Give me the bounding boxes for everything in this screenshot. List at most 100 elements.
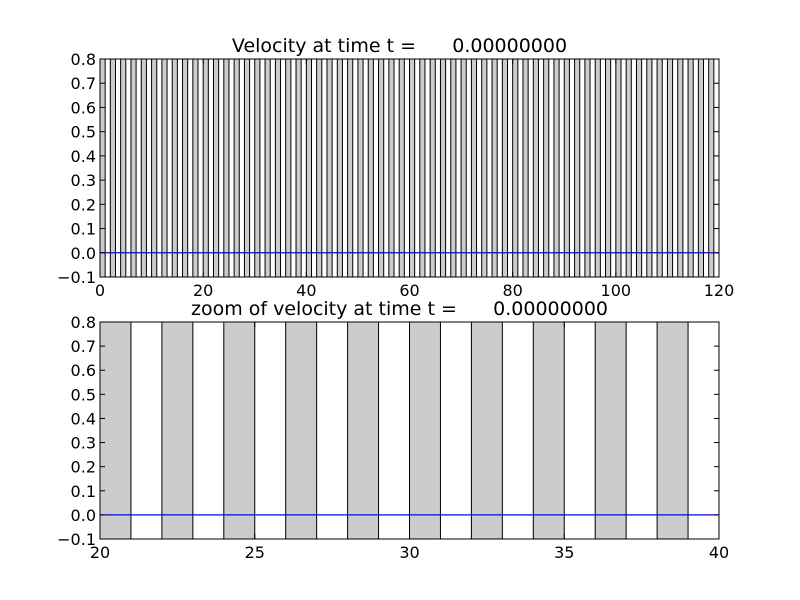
velocity-band: [223, 58, 230, 278]
velocity-band: [697, 58, 705, 278]
zoom-y-tick-label: 0.8: [71, 313, 96, 332]
velocity-band: [677, 58, 684, 278]
velocity-band: [378, 58, 385, 278]
velocity-y-tick-label: 0.1: [71, 220, 96, 239]
velocity-band: [274, 58, 282, 278]
zoom-band: [99, 321, 132, 540]
velocity-band: [171, 58, 178, 278]
velocity-band: [605, 58, 612, 278]
velocity-band: [491, 58, 498, 278]
zoom-x-tick-label: 40: [709, 543, 729, 562]
velocity-band: [532, 58, 539, 278]
velocity-band: [543, 58, 550, 278]
velocity-band: [130, 58, 137, 278]
velocity-band: [501, 58, 509, 278]
velocity-band: [666, 58, 674, 278]
velocity-x-tick-label: 0: [95, 281, 105, 300]
velocity-band: [388, 58, 395, 278]
velocity-band: [512, 58, 519, 278]
velocity-band: [161, 58, 168, 278]
velocity-band: [336, 58, 343, 278]
zoom-band: [223, 321, 256, 540]
velocity-band: [120, 58, 127, 278]
velocity-band: [316, 58, 323, 278]
zoom-band: [285, 321, 318, 540]
zoom-band: [532, 321, 565, 540]
velocity-x-tick-label: 120: [704, 281, 735, 300]
zoom-y-tick-label: 0.6: [71, 361, 96, 380]
zoom-y-tick-label: 0.5: [71, 385, 96, 404]
velocity-band: [409, 58, 416, 278]
zoom-band: [594, 321, 627, 540]
velocity-band: [347, 58, 354, 278]
velocity-band: [192, 58, 199, 278]
velocity-band: [109, 58, 116, 278]
zoom-x-tick-label: 20: [90, 543, 110, 562]
velocity-band: [594, 58, 601, 278]
velocity-band: [212, 58, 220, 278]
velocity-band: [450, 58, 457, 278]
velocity-band: [254, 58, 261, 278]
zoom-y-tick-label: 0.3: [71, 434, 96, 453]
velocity-band: [563, 58, 570, 278]
zoom-band: [656, 321, 689, 540]
velocity-band: [233, 58, 240, 278]
velocity-band: [635, 58, 643, 278]
velocity-band: [243, 58, 251, 278]
zoom-chart-title: zoom of velocity at time t = 0.00000000: [191, 298, 608, 320]
zoom-band: [347, 321, 380, 540]
zoom-y-tick-label: 0.4: [71, 409, 96, 428]
velocity-band: [553, 58, 560, 278]
velocity-band: [646, 58, 653, 278]
velocity-y-tick-label: 0.4: [71, 147, 96, 166]
velocity-band: [615, 58, 622, 278]
zoom-y-tick-label: 0.2: [71, 458, 96, 477]
zoom-y-tick-label: 0.0: [71, 506, 96, 525]
zoom-bands: [99, 321, 689, 540]
velocity-band: [708, 58, 715, 278]
velocity-band: [140, 58, 147, 278]
velocity-band: [584, 58, 591, 278]
velocity-y-tick-label: 0.2: [71, 195, 96, 214]
zoom-velocity-chart: −0.1 0.0 0.1 0.2 0.3 0.4 0.5 0.6 0.7 0.8 20 25 30 35 4…: [57, 298, 729, 562]
velocity-chart-title: Velocity at time t = 0.00000000: [232, 35, 567, 57]
velocity-x-tick-label: 40: [296, 281, 316, 300]
velocity-chart: −0.1 0.0 0.1 0.2 0.3 0.4 0.5 0.6 0.7 0.8 0 20 40 60 80…: [57, 35, 734, 300]
velocity-band: [625, 58, 632, 278]
velocity-band: [398, 58, 405, 278]
velocity-band: [522, 58, 529, 278]
velocity-band: [656, 58, 663, 278]
zoom-y-tick-label: 0.7: [71, 337, 96, 356]
velocity-x-tick-label: 20: [193, 281, 213, 300]
zoom-x-tick-label: 30: [399, 543, 419, 562]
velocity-band: [439, 58, 447, 278]
velocity-band: [429, 58, 436, 278]
velocity-band: [202, 58, 209, 278]
velocity-band: [151, 58, 158, 278]
zoom-x-tick-label: 35: [554, 543, 574, 562]
velocity-band: [326, 58, 333, 278]
velocity-band: [182, 58, 189, 278]
velocity-x-tick-label: 100: [601, 281, 632, 300]
velocity-y-tick-label: 0.6: [71, 98, 96, 117]
zoom-y-tick-label: −0.1: [57, 530, 96, 549]
velocity-band: [574, 58, 581, 278]
zoom-band: [161, 321, 194, 540]
velocity-band: [285, 58, 292, 278]
velocity-y-tick-label: 0.0: [71, 244, 96, 263]
velocity-band: [419, 58, 426, 278]
velocity-band: [481, 58, 488, 278]
zoom-y-tick-label: 0.1: [71, 482, 96, 501]
velocity-band: [687, 58, 694, 278]
zoom-x-tick-label: 25: [245, 543, 265, 562]
velocity-y-tick-label: 0.7: [71, 74, 96, 93]
velocity-x-tick-label: 80: [502, 281, 522, 300]
velocity-band: [367, 58, 374, 278]
velocity-y-tick-label: −0.1: [57, 268, 96, 287]
velocity-x-tick-label: 60: [399, 281, 419, 300]
velocity-band: [305, 58, 312, 278]
velocity-band: [99, 58, 106, 278]
velocity-y-tick-label: 0.8: [71, 50, 96, 69]
velocity-band: [470, 58, 478, 278]
